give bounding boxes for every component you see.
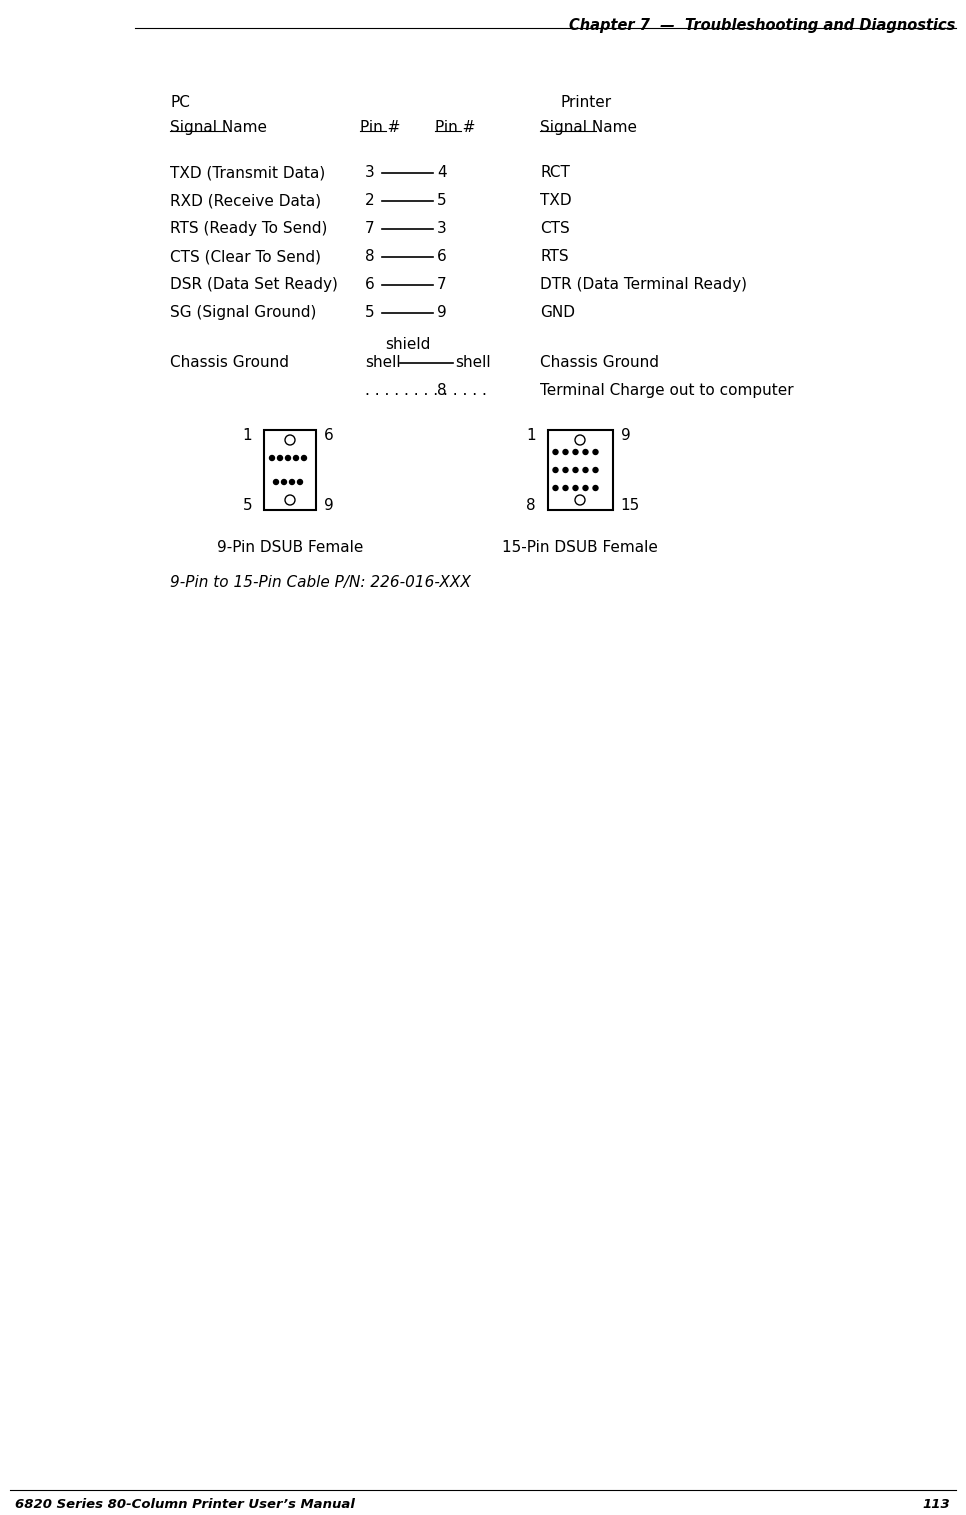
Text: shell: shell: [455, 355, 491, 370]
Text: Signal Name: Signal Name: [540, 120, 637, 135]
Text: 9: 9: [437, 305, 446, 320]
Text: DSR (Data Set Ready): DSR (Data Set Ready): [170, 277, 338, 292]
Circle shape: [290, 480, 295, 485]
Text: 3: 3: [437, 221, 446, 236]
Text: 5: 5: [365, 305, 375, 320]
Circle shape: [593, 450, 598, 454]
Circle shape: [298, 480, 302, 485]
Circle shape: [583, 468, 588, 473]
Circle shape: [575, 495, 585, 504]
Text: shield: shield: [384, 336, 430, 351]
Text: 7: 7: [437, 277, 446, 292]
Circle shape: [573, 450, 578, 454]
Text: Pin #: Pin #: [360, 120, 400, 135]
Circle shape: [270, 456, 274, 461]
Text: 1: 1: [242, 427, 252, 442]
Text: 8: 8: [526, 497, 535, 512]
Text: 8: 8: [437, 383, 446, 398]
Circle shape: [553, 485, 558, 491]
Text: RXD (Receive Data): RXD (Receive Data): [170, 192, 321, 208]
Circle shape: [593, 468, 598, 473]
Circle shape: [294, 456, 298, 461]
Text: Signal Name: Signal Name: [170, 120, 267, 135]
Text: TXD: TXD: [540, 192, 572, 208]
Text: RCT: RCT: [540, 165, 570, 180]
Circle shape: [277, 456, 282, 461]
Text: GND: GND: [540, 305, 575, 320]
Circle shape: [593, 485, 598, 491]
Text: Chassis Ground: Chassis Ground: [540, 355, 659, 370]
Circle shape: [301, 456, 306, 461]
Text: CTS: CTS: [540, 221, 570, 236]
Text: 2: 2: [365, 192, 375, 208]
Text: DTR (Data Terminal Ready): DTR (Data Terminal Ready): [540, 277, 747, 292]
Circle shape: [273, 480, 278, 485]
Text: Printer: Printer: [560, 95, 611, 111]
Text: 5: 5: [242, 497, 252, 512]
Text: 3: 3: [365, 165, 375, 180]
Circle shape: [583, 450, 588, 454]
Text: . . . . . . . . . . . . .: . . . . . . . . . . . . .: [365, 383, 487, 398]
Circle shape: [286, 456, 291, 461]
Circle shape: [285, 435, 295, 445]
Text: CTS (Clear To Send): CTS (Clear To Send): [170, 248, 321, 264]
Text: 4: 4: [437, 165, 446, 180]
Text: 6: 6: [324, 427, 333, 442]
Circle shape: [563, 450, 568, 454]
Text: Chassis Ground: Chassis Ground: [170, 355, 289, 370]
Bar: [548, 430, 612, 511]
Text: TXD (Transmit Data): TXD (Transmit Data): [170, 165, 326, 180]
Text: SG (Signal Ground): SG (Signal Ground): [170, 305, 317, 320]
Text: 113: 113: [923, 1498, 950, 1510]
Text: 9-Pin DSUB Female: 9-Pin DSUB Female: [216, 539, 363, 554]
Text: 9-Pin to 15-Pin Cable P/N: 226-016-XXX: 9-Pin to 15-Pin Cable P/N: 226-016-XXX: [170, 576, 470, 589]
Text: 5: 5: [437, 192, 446, 208]
Text: 15-Pin DSUB Female: 15-Pin DSUB Female: [502, 539, 658, 554]
Text: Pin #: Pin #: [435, 120, 475, 135]
Text: RTS: RTS: [540, 248, 569, 264]
Text: Chapter 7  —  Troubleshooting and Diagnostics: Chapter 7 — Troubleshooting and Diagnost…: [569, 18, 955, 33]
Text: 7: 7: [365, 221, 375, 236]
Circle shape: [575, 435, 585, 445]
Text: 15: 15: [620, 497, 639, 512]
Text: 6820 Series 80-Column Printer User’s Manual: 6820 Series 80-Column Printer User’s Man…: [15, 1498, 355, 1510]
Text: Terminal Charge out to computer: Terminal Charge out to computer: [540, 383, 794, 398]
Circle shape: [573, 485, 578, 491]
Circle shape: [563, 485, 568, 491]
Text: 9: 9: [620, 427, 630, 442]
Text: shell: shell: [365, 355, 401, 370]
Text: 6: 6: [437, 248, 446, 264]
Text: RTS (Ready To Send): RTS (Ready To Send): [170, 221, 327, 236]
Text: 9: 9: [324, 497, 333, 512]
Text: 8: 8: [365, 248, 375, 264]
Text: 1: 1: [526, 427, 535, 442]
Circle shape: [553, 468, 558, 473]
Circle shape: [285, 495, 295, 504]
Text: PC: PC: [170, 95, 190, 111]
Circle shape: [553, 450, 558, 454]
Circle shape: [281, 480, 287, 485]
Bar: [264, 430, 316, 511]
Circle shape: [573, 468, 578, 473]
Circle shape: [563, 468, 568, 473]
Text: 6: 6: [365, 277, 375, 292]
Circle shape: [583, 485, 588, 491]
